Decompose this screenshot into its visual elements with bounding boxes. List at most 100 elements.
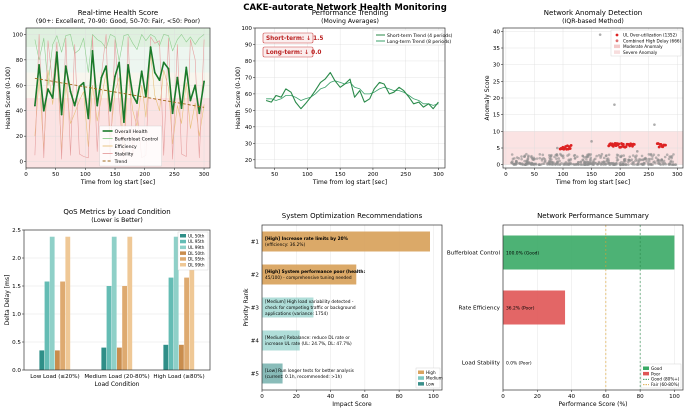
x-tick-label: 50 xyxy=(531,172,539,178)
ul-overutilization-point xyxy=(621,142,625,146)
trend-annotation: Short-term: ↓ 1.5 xyxy=(266,35,323,42)
ul-overutilization-point xyxy=(631,144,634,148)
y-tick-label: 80 xyxy=(245,59,253,65)
data-point xyxy=(109,109,112,112)
y-axis-label: Anomaly Score xyxy=(484,75,491,120)
anomaly-point xyxy=(555,161,559,164)
qos-bar xyxy=(173,236,179,370)
panel-title: Performance Trending xyxy=(312,9,389,17)
anomaly-point xyxy=(561,154,565,158)
anomaly-point xyxy=(521,163,524,166)
qos-metrics-panel: QoS Metrics by Load Condition(Lower is B… xyxy=(4,208,211,388)
anomaly-point xyxy=(586,154,590,157)
summary-bar xyxy=(503,235,675,270)
anomaly-point xyxy=(643,157,647,161)
ul-overutilization-point xyxy=(632,142,636,146)
data-point xyxy=(87,117,90,120)
anomaly-point xyxy=(615,156,619,159)
anomaly-point xyxy=(633,155,637,159)
anomaly-point xyxy=(650,157,654,161)
legend-label: Stability xyxy=(115,152,134,158)
summary-value-label: 36.2% (Poor) xyxy=(506,305,535,311)
data-point xyxy=(82,81,85,84)
legend-label: Severe Anomaly xyxy=(623,50,658,55)
anomaly-point xyxy=(604,163,607,166)
anomaly-point xyxy=(593,157,597,161)
anomaly-point xyxy=(555,152,559,156)
x-tick-label: 200 xyxy=(368,172,379,178)
anomaly-point xyxy=(665,153,669,156)
anomaly-point xyxy=(511,160,514,163)
anomaly-point xyxy=(628,158,631,162)
ul-overutilization-point xyxy=(659,142,663,146)
anomaly-point xyxy=(628,155,632,159)
ul-overutilization-point xyxy=(657,145,661,149)
y-tick-label: 70 xyxy=(245,75,253,81)
anomaly-point xyxy=(595,154,598,158)
y-tick-label: 40 xyxy=(245,125,253,131)
ul-overutilization-point xyxy=(568,147,572,150)
anomaly-point xyxy=(597,160,601,164)
anomaly-point xyxy=(550,158,553,161)
anomaly-point xyxy=(668,155,671,158)
x-tick-label: 60 xyxy=(361,394,369,400)
legend-box xyxy=(610,29,682,57)
plot-frame xyxy=(502,224,684,391)
ul-overutilization-point xyxy=(624,145,628,149)
y-tick-label: 1.0 xyxy=(12,312,21,318)
y-tick-label: 40 xyxy=(16,109,24,115)
anomaly-point xyxy=(591,161,594,165)
legend-swatch xyxy=(180,263,186,267)
x-axis-label: Performance Score (%) xyxy=(558,401,627,408)
anomaly-point xyxy=(556,163,560,166)
anomaly-point xyxy=(600,161,604,164)
anomaly-point xyxy=(542,162,546,166)
anomaly-point xyxy=(657,153,660,157)
anomaly-point xyxy=(647,159,651,163)
anomaly-point xyxy=(673,163,677,166)
data-point xyxy=(153,71,156,74)
anomaly-point xyxy=(520,155,523,158)
recommendation-label: (current: 0.1h, recommended: >1h) xyxy=(265,374,342,380)
legend-swatch xyxy=(180,245,186,250)
anomaly-point xyxy=(535,157,539,160)
legend-label: UL 95th xyxy=(188,239,205,244)
trend-annotation: Long-term: ↓ 0.0 xyxy=(266,49,321,56)
anomaly-outlier xyxy=(598,33,602,36)
x-tick-label: 200 xyxy=(615,172,626,178)
qos-bar xyxy=(49,236,55,370)
recommendations-panel: System Optimization Recommendations #1 [Hi… xyxy=(243,212,443,408)
panel-title: Network Anomaly Detection xyxy=(544,9,642,17)
y-tick-label: 20 xyxy=(493,96,501,102)
anomaly-point xyxy=(520,157,523,161)
band-excellent xyxy=(26,28,210,48)
y-tick-label: 2.0 xyxy=(12,256,21,262)
anomaly-detection-panel: Network Anomaly Detection(IQR-based Meth… xyxy=(484,9,684,186)
legend-label: Combined High Delay (666) xyxy=(623,38,682,43)
qos-bar xyxy=(179,344,184,370)
anomaly-point xyxy=(571,162,575,166)
anomaly-point xyxy=(606,159,609,162)
legend-label: Good xyxy=(651,366,662,371)
trend-line xyxy=(34,77,205,108)
data-point xyxy=(105,65,108,68)
y-axis-label: Health Score (0-100) xyxy=(235,67,242,129)
x-tick-label: 150 xyxy=(110,172,121,178)
anomaly-point xyxy=(646,161,650,165)
performance-summary-panel: Network Performance Summary Bufferbloat C… xyxy=(447,212,684,408)
y-tick-label: 100 xyxy=(12,32,23,38)
anomaly-point xyxy=(514,159,518,163)
anomaly-point xyxy=(652,160,655,164)
anomaly-point xyxy=(514,163,518,166)
x-axis-label: Time from log start [sec] xyxy=(555,179,630,186)
x-tick-label: 50 xyxy=(52,172,60,178)
anomaly-point xyxy=(549,154,552,158)
x-tick-label: 150 xyxy=(335,172,346,178)
x-tick-label: 100 xyxy=(428,394,439,400)
data-point xyxy=(38,64,40,66)
data-point xyxy=(194,84,197,87)
anomaly-point xyxy=(630,158,634,162)
legend-label: DL 50th xyxy=(188,251,205,256)
legend-swatch xyxy=(180,234,186,238)
anomaly-point xyxy=(510,153,514,156)
